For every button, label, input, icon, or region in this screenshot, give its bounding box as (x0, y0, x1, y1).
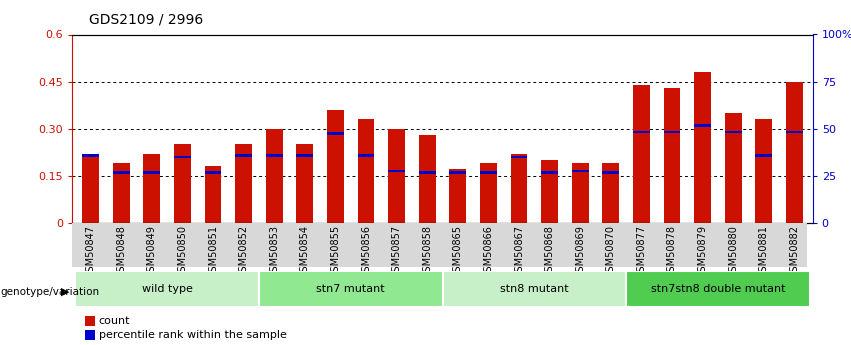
Bar (694, 72, 711, 223)
Text: GSM50853: GSM50853 (269, 225, 279, 278)
Text: percentile rank within the sample: percentile rank within the sample (99, 330, 287, 340)
Bar (786, 131, 802, 133)
Text: GSM50867: GSM50867 (514, 225, 524, 278)
Text: GSM50854: GSM50854 (300, 225, 310, 278)
Text: GSM50880: GSM50880 (728, 225, 738, 278)
Bar (174, 156, 191, 158)
Bar (113, 171, 129, 174)
Bar (449, 169, 466, 223)
Text: GSM50878: GSM50878 (667, 225, 677, 278)
Bar (144, 171, 160, 174)
Bar (266, 128, 283, 223)
Bar (235, 154, 252, 157)
Bar (388, 128, 405, 223)
Text: stn8 mutant: stn8 mutant (500, 284, 568, 294)
Bar (296, 144, 313, 223)
Bar (204, 166, 221, 223)
Bar (633, 85, 650, 223)
Bar (235, 144, 252, 223)
Text: GSM50870: GSM50870 (606, 225, 616, 278)
Text: GSM50865: GSM50865 (453, 225, 463, 278)
Bar (419, 135, 436, 223)
Bar (204, 171, 221, 174)
Bar (603, 163, 620, 223)
Text: GSM50849: GSM50849 (147, 225, 157, 278)
Text: GSM50851: GSM50851 (208, 225, 218, 278)
Bar (443, 271, 626, 307)
Bar (756, 119, 772, 223)
Text: genotype/variation: genotype/variation (1, 287, 100, 296)
Bar (83, 154, 99, 223)
Text: GDS2109 / 2996: GDS2109 / 2996 (89, 12, 203, 26)
Bar (144, 154, 160, 223)
Bar (419, 171, 436, 174)
Bar (357, 154, 374, 157)
Text: GSM50869: GSM50869 (575, 225, 585, 278)
Text: GSM50882: GSM50882 (790, 225, 799, 278)
Text: GSM50881: GSM50881 (759, 225, 768, 278)
Bar (83, 154, 99, 157)
Bar (756, 154, 772, 157)
Bar (480, 171, 497, 174)
Bar (626, 271, 809, 307)
Bar (449, 171, 466, 174)
Bar (664, 131, 681, 133)
Bar (541, 160, 558, 223)
Text: GSM50857: GSM50857 (391, 225, 402, 278)
Bar (572, 170, 589, 172)
Bar (725, 113, 741, 223)
Bar (357, 119, 374, 223)
Bar (511, 156, 528, 158)
Bar (603, 171, 620, 174)
Bar (725, 131, 741, 133)
Text: GSM50856: GSM50856 (361, 225, 371, 278)
Text: GSM50868: GSM50868 (545, 225, 555, 278)
Text: GSM50850: GSM50850 (178, 225, 187, 278)
Bar (633, 131, 650, 133)
Text: wild type: wild type (142, 284, 192, 294)
Bar (266, 154, 283, 157)
Bar (113, 163, 129, 223)
Bar (174, 144, 191, 223)
Bar (327, 132, 344, 135)
Bar (664, 88, 681, 223)
Bar (572, 163, 589, 223)
Text: GSM50848: GSM50848 (117, 225, 126, 278)
Text: stn7stn8 double mutant: stn7stn8 double mutant (651, 284, 785, 294)
Bar (511, 154, 528, 223)
Bar (296, 154, 313, 157)
Text: GSM50877: GSM50877 (637, 225, 647, 278)
Bar (76, 271, 259, 307)
Bar (694, 125, 711, 127)
Text: stn7 mutant: stn7 mutant (317, 284, 385, 294)
Text: GSM50852: GSM50852 (238, 225, 248, 278)
Bar (327, 110, 344, 223)
Bar (388, 170, 405, 172)
Text: GSM50847: GSM50847 (86, 225, 95, 278)
Text: GSM50858: GSM50858 (422, 225, 432, 278)
Text: GSM50866: GSM50866 (483, 225, 494, 278)
Bar (259, 271, 443, 307)
Text: count: count (99, 316, 130, 326)
Bar (541, 171, 558, 174)
Text: GSM50879: GSM50879 (698, 225, 707, 278)
Text: GSM50855: GSM50855 (330, 225, 340, 278)
Text: ▶: ▶ (61, 287, 70, 296)
Bar (480, 163, 497, 223)
Bar (786, 81, 802, 223)
